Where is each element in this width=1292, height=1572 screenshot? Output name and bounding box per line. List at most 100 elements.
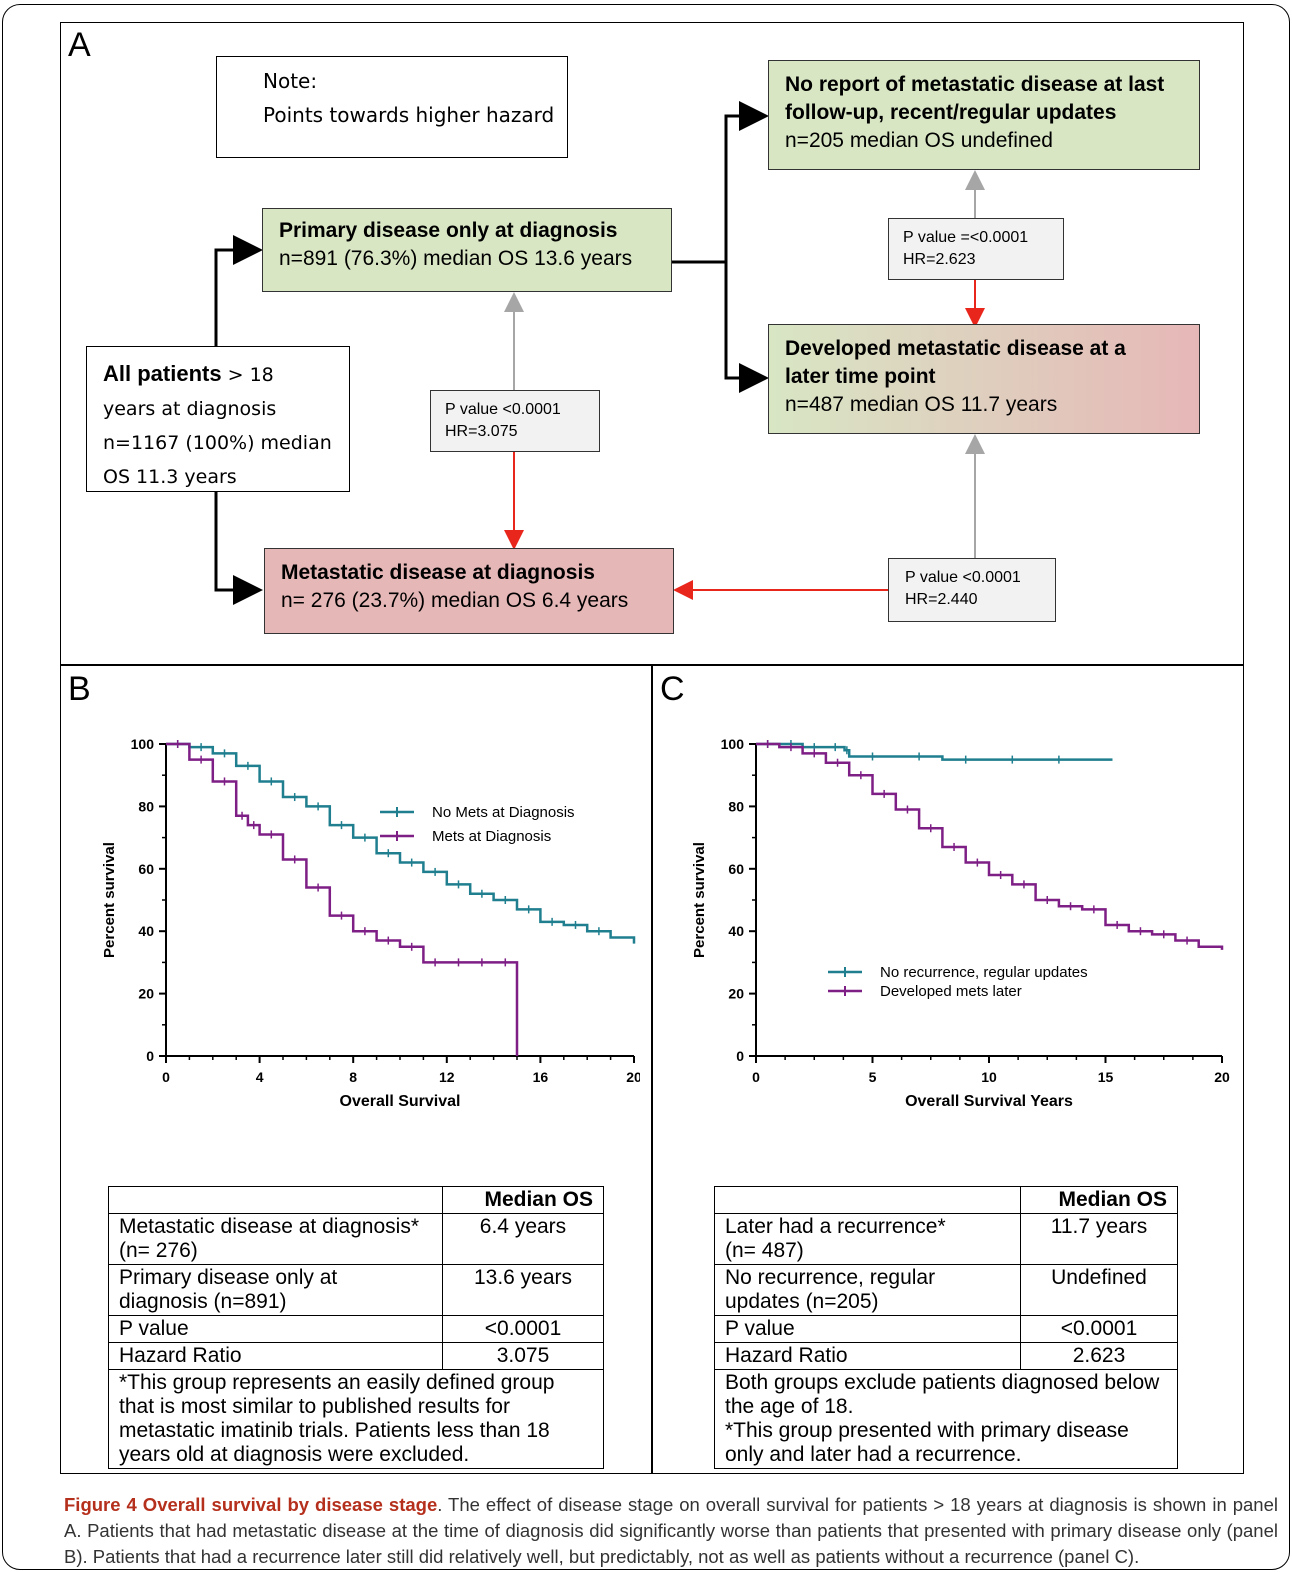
median-os-table-b: Median OS Metastatic disease at diagnosi… <box>108 1186 604 1469</box>
legend-label: Developed mets later <box>880 983 1022 1000</box>
all-patients-box: All patients > 18 years at diagnosis n=1… <box>86 346 350 492</box>
panel-label-c: C <box>660 670 685 708</box>
legend-label: No recurrence, regular updates <box>880 964 1088 981</box>
connector-to-primary <box>214 235 263 346</box>
table-b-row-value: 6.4 years <box>442 1213 604 1265</box>
table-b-row: Primary disease only at diagnosis (n=891… <box>108 1264 604 1316</box>
y-tick-label: 40 <box>728 923 744 939</box>
stat-a-p: P value <0.0001 <box>445 401 561 418</box>
legend-label: Mets at Diagnosis <box>432 828 551 845</box>
table-c-row-label: Later had a recurrence* (n= 487) <box>714 1213 1021 1265</box>
table-c-row: Hazard Ratio 2.623 <box>714 1342 1178 1370</box>
stat-c-hr: HR=2.440 <box>905 591 978 608</box>
legend-label: No Mets at Diagnosis <box>432 804 575 821</box>
stat-box-b: P value =<0.0001 HR=2.623 <box>888 218 1064 280</box>
table-c-row-label: P value <box>714 1315 1021 1343</box>
table-c-row: Later had a recurrence* (n= 487) 11.7 yea… <box>714 1213 1178 1265</box>
stat-b-p: P value =<0.0001 <box>903 229 1029 246</box>
y-tick-label: 100 <box>721 736 745 752</box>
y-tick-label: 60 <box>138 861 154 877</box>
y-tick-label: 40 <box>138 923 154 939</box>
median-os-table-c: Median OS Later had a recurrence* (n= 48… <box>714 1186 1178 1469</box>
table-c-header-row: Median OS <box>714 1186 1178 1214</box>
primary-text: n=891 (76.3%) median OS 13.6 years <box>279 247 633 270</box>
y-axis-label: Percent survival <box>691 842 708 958</box>
table-c-row: No recurrence, regular updates (n=205) Un… <box>714 1264 1178 1316</box>
km-chart-b: 0 4 8 12 16 20 0 20 40 60 80 100 Overall Survival Per… <box>101 736 640 1110</box>
caption-label: Figure 4 Overall survival by disease sta… <box>64 1494 438 1515</box>
developed-title-1: Developed metastatic disease at a <box>785 337 1126 360</box>
table-c-row-label: No recurrence, regular updates (n=205) <box>714 1264 1021 1316</box>
metastatic-title: Metastatic disease at diagnosis <box>281 561 595 584</box>
table-c-footnote-cell: Both groups exclude patients diagnosed b… <box>714 1369 1178 1469</box>
table-c-row-value: 2.623 <box>1020 1342 1178 1370</box>
developed-box: Developed metastatic disease at a later … <box>768 324 1200 434</box>
x-tick-label: 20 <box>626 1069 640 1085</box>
y-tick-label: 0 <box>146 1048 154 1064</box>
table-b-header: Median OS <box>442 1186 604 1214</box>
no-report-title-1: No report of metastatic disease at last <box>785 73 1165 96</box>
table-b-row-label: Hazard Ratio <box>108 1342 443 1370</box>
note-text: Points towards higher hazard <box>263 103 555 127</box>
table-c-row: P value <0.0001 <box>714 1315 1178 1343</box>
x-tick-label: 0 <box>162 1069 170 1085</box>
panel-label-b: B <box>68 670 91 708</box>
y-tick-label: 0 <box>736 1048 744 1064</box>
panel-b-frame <box>60 664 653 1474</box>
table-c-footnote-2: *This group presented with primary disea… <box>725 1419 1129 1466</box>
table-b-row-label: Metastatic disease at diagnosis* (n= 276… <box>108 1213 443 1265</box>
x-tick-label: 15 <box>1098 1069 1114 1085</box>
developed-title-2: later time point <box>785 365 936 388</box>
note-box: Note: Points towards higher hazard <box>216 56 568 158</box>
y-tick-label: 60 <box>728 861 744 877</box>
metastatic-text: n= 276 (23.7%) median OS 6.4 years <box>281 589 629 612</box>
table-b-row: Metastatic disease at diagnosis* (n= 276… <box>108 1213 604 1265</box>
table-c-header: Median OS <box>1020 1186 1178 1214</box>
all-patients-line2: years at diagnosis <box>103 398 277 420</box>
table-b-row: P value <0.0001 <box>108 1315 604 1343</box>
connector-to-developed <box>724 262 769 393</box>
no-report-box: No report of metastatic disease at last … <box>768 60 1200 170</box>
figure-frame <box>2 4 1290 1570</box>
primary-title: Primary disease only at diagnosis <box>279 219 618 242</box>
caption-text: . The effect of disease stage on overall… <box>64 1494 1278 1567</box>
x-axis-label: Overall Survival Years <box>905 1093 1073 1110</box>
x-tick-label: 20 <box>1214 1069 1230 1085</box>
series-line <box>756 742 1224 950</box>
table-b-row-value: 3.075 <box>442 1342 604 1370</box>
table-b-header-row: Median OS <box>108 1186 604 1214</box>
developed-text: n=487 median OS 11.7 years <box>785 393 1058 416</box>
primary-box: Primary disease only at diagnosis n=891 … <box>262 208 672 292</box>
stat-box-c: P value <0.0001 HR=2.440 <box>888 558 1056 622</box>
series-line <box>166 742 519 1056</box>
no-report-title-2: follow-up, recent/regular updates <box>785 101 1117 124</box>
note-title: Note: <box>263 69 318 93</box>
stat-box-a: P value <0.0001 HR=3.075 <box>430 390 600 452</box>
table-b-footnote-row: *This group represents an easily defined… <box>108 1369 604 1469</box>
y-axis-label: Percent survival <box>101 842 118 958</box>
table-c-row-label: Hazard Ratio <box>714 1342 1021 1370</box>
table-c-row-value: 11.7 years <box>1020 1213 1178 1265</box>
table-b-header-blank <box>108 1186 443 1214</box>
panel-c-frame <box>651 664 1244 1474</box>
y-tick-label: 80 <box>138 798 154 814</box>
table-c-footnote-1: Both groups exclude patients diagnosed b… <box>725 1371 1160 1418</box>
x-tick-label: 8 <box>349 1069 357 1085</box>
table-b-row: Hazard Ratio 3.075 <box>108 1342 604 1370</box>
y-tick-label: 100 <box>131 736 155 752</box>
y-tick-label: 20 <box>138 986 154 1002</box>
x-tick-label: 10 <box>981 1069 997 1085</box>
series-line <box>166 742 636 944</box>
all-patients-line4: OS 11.3 years <box>103 466 237 488</box>
x-tick-label: 12 <box>439 1069 455 1085</box>
y-tick-label: 20 <box>728 986 744 1002</box>
table-b-row-value: 13.6 years <box>442 1264 604 1316</box>
x-tick-label: 4 <box>256 1069 264 1085</box>
x-tick-label: 16 <box>533 1069 549 1085</box>
connector-to-noreport <box>724 101 769 262</box>
table-b-row-label: Primary disease only at diagnosis (n=891… <box>108 1264 443 1316</box>
table-c-row-value: <0.0001 <box>1020 1315 1178 1343</box>
stat-c-p: P value <0.0001 <box>905 569 1021 586</box>
table-b-row-label: P value <box>108 1315 443 1343</box>
stat-a-hr: HR=3.075 <box>445 423 518 440</box>
